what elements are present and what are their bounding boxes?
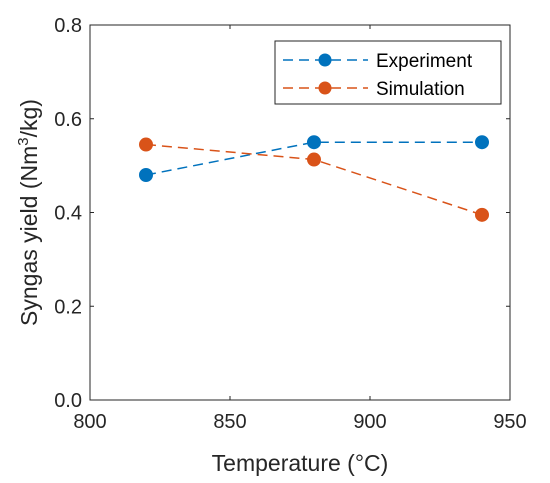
x-axis-title: Temperature (°C)	[212, 450, 389, 476]
y-tick-label: 0.2	[54, 296, 82, 318]
data-point-simulation	[307, 152, 321, 167]
legend-label: Experiment	[376, 51, 473, 72]
y-axis-title-superscript: 3	[15, 137, 32, 145]
x-tick-label: 800	[73, 411, 106, 433]
y-axis-title-main: Syngas yield (Nm	[16, 146, 42, 326]
y-tick-label: 0.0	[54, 390, 82, 412]
legend-label: Simulation	[376, 79, 465, 100]
legend-marker	[318, 53, 332, 67]
x-tick-label: 950	[493, 411, 526, 433]
legend-item-simulation: Simulation	[283, 79, 465, 100]
data-point-experiment	[139, 168, 153, 182]
data-point-experiment	[475, 135, 489, 150]
legend: Experiment Simulation	[274, 40, 502, 105]
series-layer	[139, 135, 489, 222]
y-axis: 0.0 0.2 0.4 0.6 0.8	[54, 15, 510, 412]
series-simulation	[139, 137, 489, 222]
x-axis: 800 850 900 950	[73, 25, 527, 433]
y-tick-label: 0.8	[54, 15, 82, 37]
x-tick-label: 850	[213, 411, 246, 433]
data-point-simulation	[475, 207, 489, 222]
legend-item-experiment: Experiment	[283, 51, 473, 72]
y-tick-label: 0.4	[54, 203, 82, 225]
y-axis-title: Syngas yield (Nm3/kg)	[15, 99, 42, 326]
y-tick-label: 0.6	[54, 109, 82, 131]
series-experiment	[139, 135, 489, 182]
data-point-experiment	[307, 135, 321, 150]
y-axis-title-suffix: /kg)	[16, 99, 42, 137]
x-tick-label: 900	[353, 411, 386, 433]
data-point-simulation	[139, 137, 153, 152]
legend-marker	[318, 81, 332, 95]
legend-box	[274, 40, 502, 105]
series-line-experiment	[145, 141, 482, 176]
